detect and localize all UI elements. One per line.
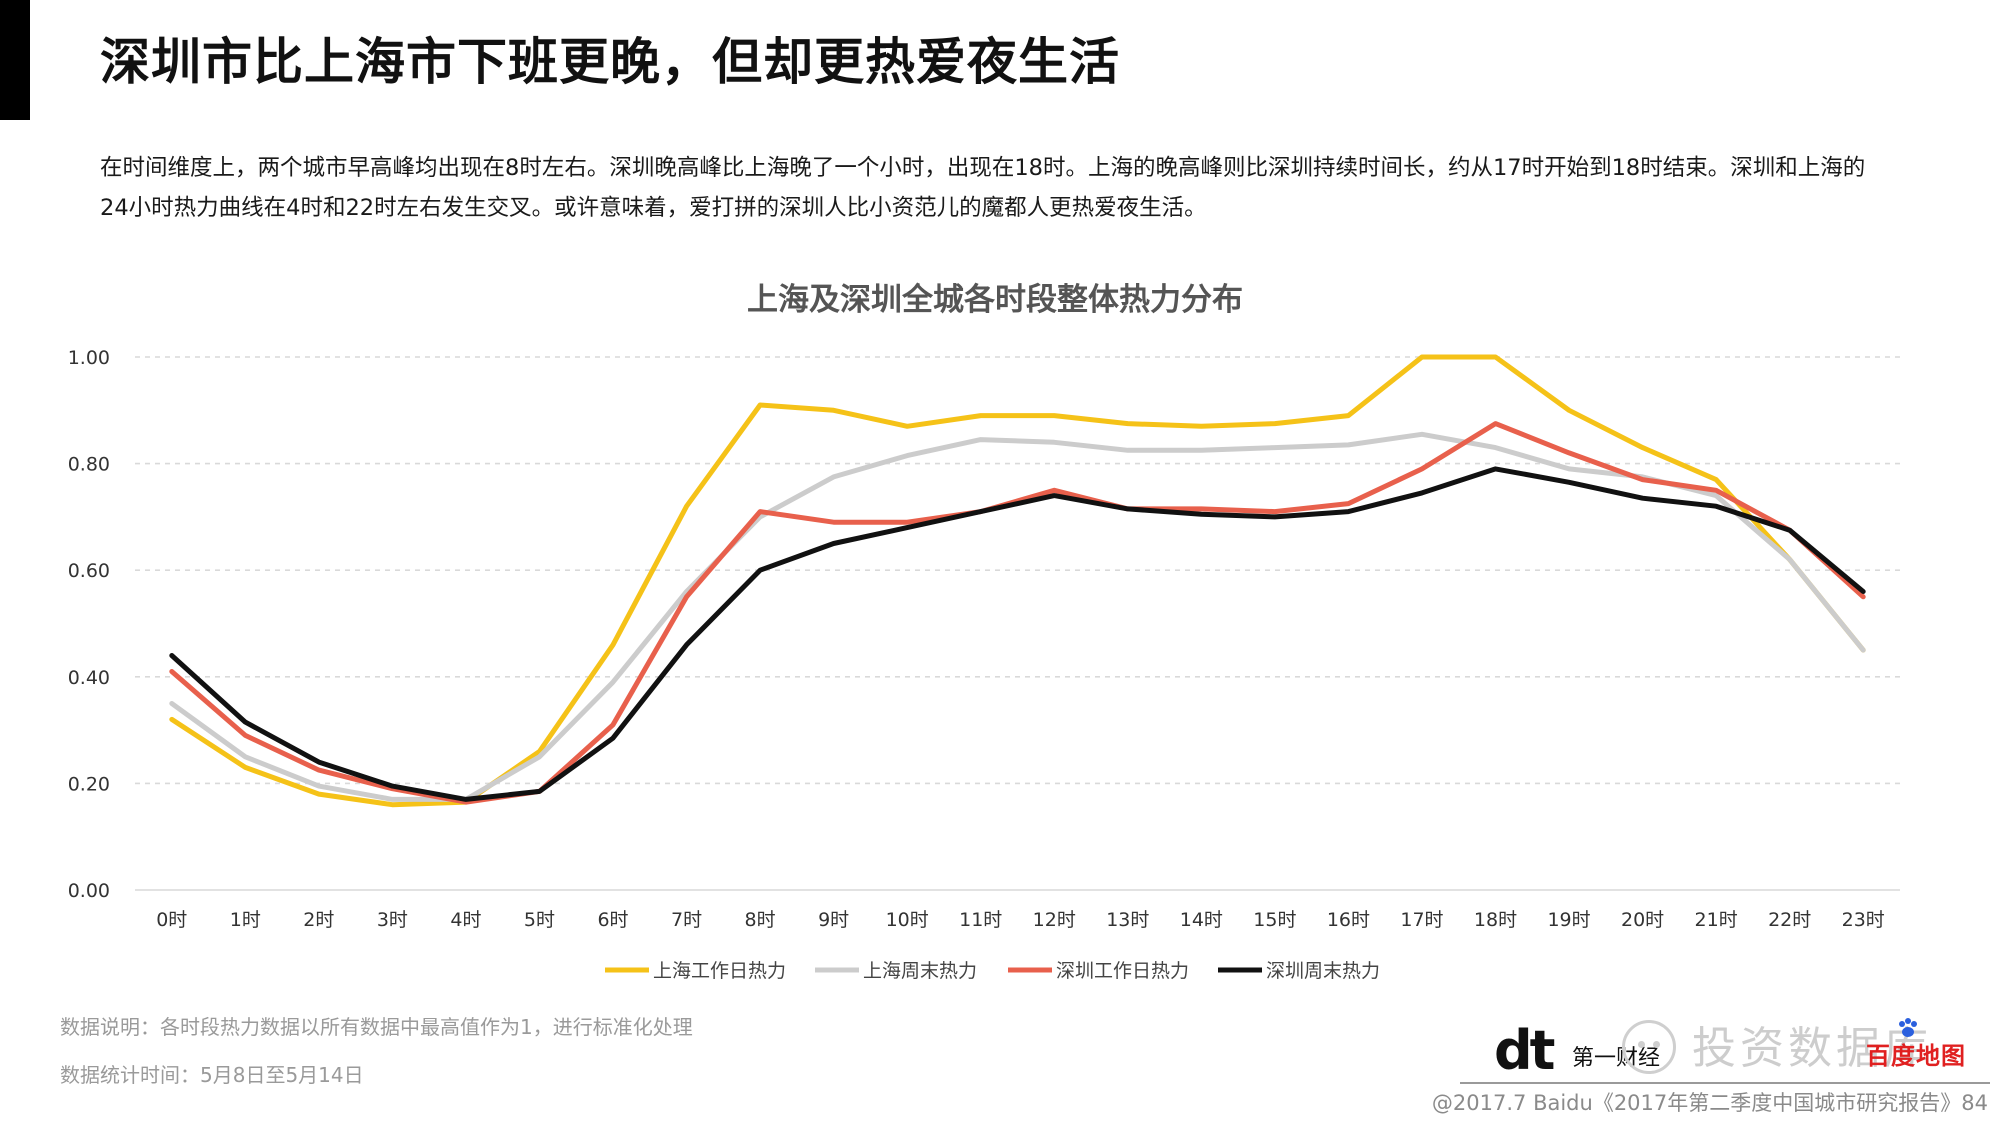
x-tick-label: 9时 [818, 909, 849, 931]
legend-label: 上海工作日热力 [653, 960, 786, 982]
x-tick-label: 22时 [1768, 909, 1811, 931]
copyright-text: @2017.7 Baidu《2017年第二季度中国城市研究报告》84 [1431, 1091, 1988, 1115]
baidu-map-brand: 百度地图 [1866, 1042, 1966, 1070]
series-layer [169, 354, 1866, 808]
x-tick-label: 4时 [450, 909, 481, 931]
x-tick-label: 8时 [745, 909, 776, 931]
x-tick-label: 1时 [230, 909, 261, 931]
legend-label: 深圳工作日热力 [1056, 960, 1189, 982]
footer-divider [1460, 1082, 1990, 1084]
x-tick-label: 2时 [303, 909, 334, 931]
y-tick-label: 0.60 [68, 560, 110, 582]
x-axis: 0时 1时 2时 3时 4时 5时 6时 7时 8时 9时 10时 11时 12时 13时 14时 15时 16… [156, 909, 1885, 931]
dt-logo: dt [1494, 1019, 1555, 1082]
y-tick-label: 0.20 [68, 773, 110, 795]
x-tick-label: 16时 [1327, 909, 1370, 931]
y-tick-label: 0.00 [68, 880, 110, 902]
x-tick-label: 5时 [524, 909, 555, 931]
x-tick-label: 23时 [1842, 909, 1885, 931]
chart-title: 上海及深圳全城各时段整体热力分布 [747, 282, 1243, 318]
y-tick-label: 1.00 [68, 347, 110, 369]
legend-label: 深圳周末热力 [1266, 960, 1380, 982]
baidu-paw-icon [1899, 1018, 1917, 1037]
y-axis: 0.00 0.20 0.40 0.60 0.80 1.00 [68, 347, 110, 902]
x-tick-label: 14时 [1180, 909, 1223, 931]
intro-paragraph: 在时间维度上，两个城市早高峰均出现在8时左右。深圳晚高峰比上海晚了一个小时，出现… [100, 148, 1920, 228]
x-tick-label: 19时 [1547, 909, 1590, 931]
branding-area: dt 第一财经 投资数据库 百度地图 [1460, 1010, 2000, 1125]
intro-line-1: 在时间维度上，两个城市早高峰均出现在8时左右。深圳晚高峰比上海晚了一个小时，出现… [100, 155, 1866, 181]
x-tick-label: 11时 [959, 909, 1002, 931]
grid-layer [135, 356, 1900, 891]
series-line-4 [169, 466, 1866, 802]
x-tick-label: 21时 [1695, 909, 1738, 931]
x-tick-label: 7时 [671, 909, 702, 931]
intro-line-2: 24小时热力曲线在4时和22时左右发生交叉。或许意味着，爱打拼的深圳人比小资范儿… [100, 195, 1207, 221]
x-tick-label: 12时 [1033, 909, 1076, 931]
x-tick-label: 3时 [377, 909, 408, 931]
x-tick-label: 6时 [597, 909, 628, 931]
side-accent-bar [0, 0, 30, 120]
page-title: 深圳市比上海市下班更晚，但却更热爱夜生活 [100, 33, 1120, 91]
series-line-3 [169, 421, 1866, 805]
legend: 上海工作日热力 上海周末热力 深圳工作日热力 深圳周末热力 [605, 960, 1380, 982]
x-tick-label: 13时 [1106, 909, 1149, 931]
x-tick-label: 18时 [1474, 909, 1517, 931]
data-description-note: 数据说明：各时段热力数据以所有数据中最高值作为1，进行标准化处理 [60, 1015, 693, 1039]
heat-line-chart: 上海及深圳全城各时段整体热力分布 0.00 0.20 0.40 0.60 0.80 1.0… [68, 282, 1900, 982]
x-tick-label: 0时 [156, 909, 187, 931]
x-tick-label: 20时 [1621, 909, 1664, 931]
y-tick-label: 0.40 [68, 667, 110, 689]
data-period-note: 数据统计时间：5月8日至5月14日 [60, 1063, 364, 1087]
series-line-1 [169, 354, 1866, 808]
wechat-icon [1622, 1020, 1676, 1074]
y-tick-label: 0.80 [68, 454, 110, 476]
watermark-text: 投资数据库 [1692, 1023, 1932, 1074]
x-tick-label: 17时 [1400, 909, 1443, 931]
x-tick-label: 15时 [1253, 909, 1296, 931]
footnotes: 数据说明：各时段热力数据以所有数据中最高值作为1，进行标准化处理 数据统计时间：… [60, 1003, 693, 1099]
x-tick-label: 10时 [886, 909, 929, 931]
legend-label: 上海周末热力 [863, 960, 977, 982]
